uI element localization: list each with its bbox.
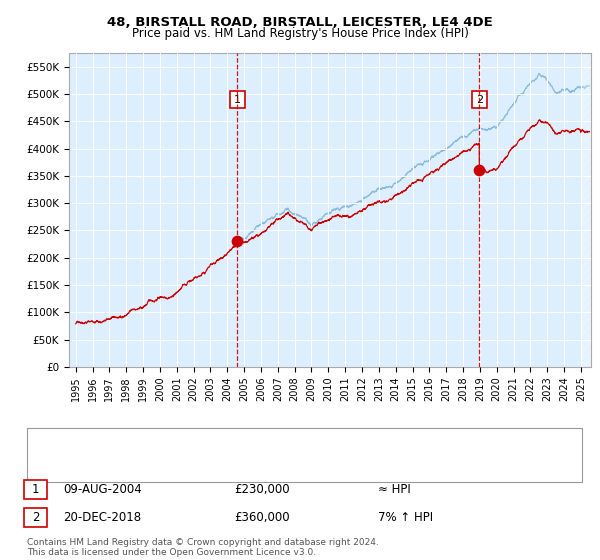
Text: HPI: Average price, detached house, Charnwood: HPI: Average price, detached house, Char… (64, 461, 316, 472)
Text: Contains HM Land Registry data © Crown copyright and database right 2024.
This d: Contains HM Land Registry data © Crown c… (27, 538, 379, 557)
Text: 2: 2 (476, 95, 483, 105)
Text: 1: 1 (234, 95, 241, 105)
Text: 7% ↑ HPI: 7% ↑ HPI (378, 511, 433, 524)
Point (233, 237, 242, 246)
Text: £230,000: £230,000 (234, 483, 290, 496)
Text: 48, BIRSTALL ROAD, BIRSTALL, LEICESTER, LE4 4DE: 48, BIRSTALL ROAD, BIRSTALL, LEICESTER, … (107, 16, 493, 29)
Text: 09-AUG-2004: 09-AUG-2004 (63, 483, 142, 496)
Text: 2: 2 (32, 511, 39, 524)
Point (475, 166, 484, 175)
Text: £360,000: £360,000 (234, 511, 290, 524)
Text: 1: 1 (32, 483, 39, 496)
Text: Price paid vs. HM Land Registry's House Price Index (HPI): Price paid vs. HM Land Registry's House … (131, 27, 469, 40)
Text: ≈ HPI: ≈ HPI (378, 483, 411, 496)
Text: 20-DEC-2018: 20-DEC-2018 (63, 511, 141, 524)
Text: 48, BIRSTALL ROAD, BIRSTALL, LEICESTER, LE4 4DE (detached house): 48, BIRSTALL ROAD, BIRSTALL, LEICESTER, … (64, 438, 427, 449)
